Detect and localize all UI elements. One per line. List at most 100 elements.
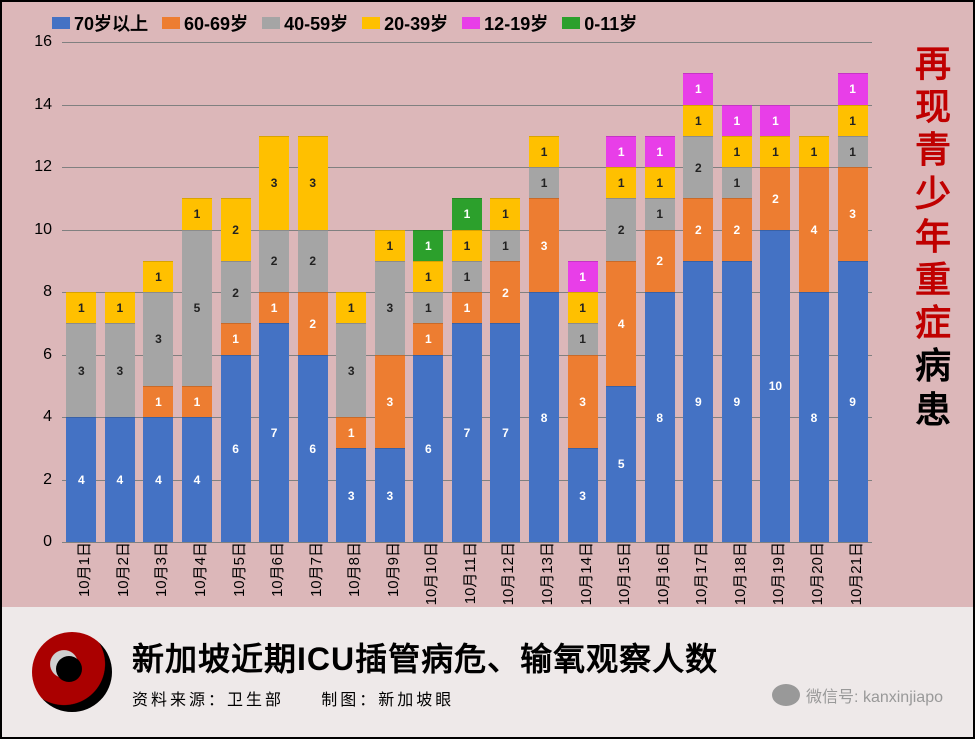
bar-column: 1021110月19日 <box>760 105 790 543</box>
bar-segment: 1 <box>375 230 405 261</box>
bar-segment: 2 <box>760 167 790 230</box>
bar-column: 5421110月15日 <box>606 136 636 542</box>
x-tick-label: 10月20日 <box>806 542 827 605</box>
bar-segment: 9 <box>838 261 868 542</box>
bar-segment: 1 <box>568 323 598 354</box>
bar-segment: 2 <box>221 261 251 324</box>
bar-segment: 3 <box>568 448 598 542</box>
bar-segment: 3 <box>66 323 96 417</box>
legend-item: 40-59岁 <box>262 10 348 36</box>
wechat-icon <box>772 684 800 706</box>
side-char: 患 <box>915 388 951 431</box>
legend: 70岁以上60-69岁40-59岁20-39岁12-19岁0-11岁 <box>52 10 637 36</box>
y-tick-label: 0 <box>22 533 52 551</box>
y-tick-label: 16 <box>22 33 52 51</box>
bar-segment: 8 <box>645 292 675 542</box>
bar-segment: 2 <box>221 198 251 261</box>
bar-segment: 1 <box>66 292 96 323</box>
legend-item: 20-39岁 <box>362 10 448 36</box>
x-tick-label: 10月21日 <box>845 542 866 605</box>
bar-segment: 1 <box>645 136 675 167</box>
bar-segment: 9 <box>722 261 752 542</box>
bar-segment: 10 <box>760 230 790 543</box>
bar-segment: 1 <box>838 136 868 167</box>
chart-title: 新加坡近期ICU插管病危、输氧观察人数 <box>132 634 718 680</box>
bar-segment: 9 <box>683 261 713 542</box>
bar-column: 622310月7日 <box>298 136 328 542</box>
bar-segment: 1 <box>452 292 482 323</box>
bar-column: 84110月20日 <box>799 136 829 542</box>
bar-segment: 1 <box>760 105 790 136</box>
bar-segment: 3 <box>105 323 135 417</box>
bar-segment: 1 <box>221 323 251 354</box>
bar-segment: 1 <box>606 167 636 198</box>
y-tick-label: 8 <box>22 283 52 301</box>
bar-segment: 7 <box>490 323 520 542</box>
y-tick-label: 4 <box>22 408 52 426</box>
bar-segment: 2 <box>298 292 328 355</box>
bar-segment: 2 <box>259 230 289 293</box>
bar-column: 831110月13日 <box>529 136 559 542</box>
bar-segment: 6 <box>413 355 443 543</box>
bar-segment: 2 <box>298 230 328 293</box>
bar-segment: 1 <box>645 198 675 229</box>
x-tick-label: 10月7日 <box>305 542 326 597</box>
x-tick-label: 10月8日 <box>343 542 364 597</box>
side-char: 重 <box>915 258 951 301</box>
bar-segment: 6 <box>221 355 251 543</box>
bar-segment: 3 <box>259 136 289 230</box>
bar-segment: 8 <box>529 292 559 542</box>
side-char: 病 <box>915 344 951 387</box>
x-tick-label: 10月10日 <box>420 542 441 605</box>
bar-segment: 3 <box>838 167 868 261</box>
bar-segment: 1 <box>760 136 790 167</box>
bar-segment: 1 <box>529 167 559 198</box>
bar-column: 413110月3日 <box>143 261 173 542</box>
bar-segment: 1 <box>722 167 752 198</box>
bar-column: 721110月12日 <box>490 198 520 542</box>
bar-segment: 2 <box>683 198 713 261</box>
x-tick-label: 10月9日 <box>382 542 403 597</box>
bar-segment: 1 <box>413 261 443 292</box>
bar-segment: 1 <box>259 292 289 323</box>
y-tick-label: 10 <box>22 221 52 239</box>
bar-column: 7111110月11日 <box>452 198 482 542</box>
y-tick-label: 2 <box>22 471 52 489</box>
side-char: 青 <box>915 128 951 171</box>
bar-segment: 3 <box>375 448 405 542</box>
x-tick-label: 10月17日 <box>690 542 711 605</box>
bar-segment: 1 <box>568 292 598 323</box>
side-char: 现 <box>915 85 951 128</box>
x-tick-label: 10月5日 <box>228 542 249 597</box>
bar-segment: 2 <box>722 198 752 261</box>
x-tick-label: 10月3日 <box>150 542 171 597</box>
bar-segment: 8 <box>799 292 829 542</box>
bar-segment: 5 <box>606 386 636 542</box>
bar-segment: 1 <box>413 230 443 261</box>
bar-segment: 3 <box>336 323 366 417</box>
x-tick-label: 10月12日 <box>497 542 518 605</box>
wechat-label: 微信号: kanxinjiapo <box>806 683 943 707</box>
bar-segment: 4 <box>105 417 135 542</box>
bar-segment: 3 <box>298 136 328 230</box>
y-tick-label: 12 <box>22 158 52 176</box>
bar-segment: 1 <box>645 167 675 198</box>
bar-segment: 1 <box>838 73 868 104</box>
x-tick-label: 10月15日 <box>613 542 634 605</box>
x-tick-label: 10月11日 <box>459 542 480 604</box>
bar-segment: 3 <box>375 261 405 355</box>
bar-segment: 1 <box>336 292 366 323</box>
x-tick-label: 10月1日 <box>73 542 94 597</box>
bar-segment: 3 <box>375 355 405 449</box>
bar-segment: 1 <box>722 136 752 167</box>
side-char: 年 <box>915 215 951 258</box>
bar-segment: 2 <box>683 136 713 199</box>
bar-segment: 4 <box>182 417 212 542</box>
bar-segment: 1 <box>838 105 868 136</box>
y-tick-label: 14 <box>22 96 52 114</box>
bar-segment: 1 <box>490 198 520 229</box>
bar-segment: 1 <box>722 105 752 136</box>
bar-column: 6111110月10日 <box>413 230 443 543</box>
bar-segment: 1 <box>452 198 482 229</box>
bar-segment: 1 <box>683 73 713 104</box>
